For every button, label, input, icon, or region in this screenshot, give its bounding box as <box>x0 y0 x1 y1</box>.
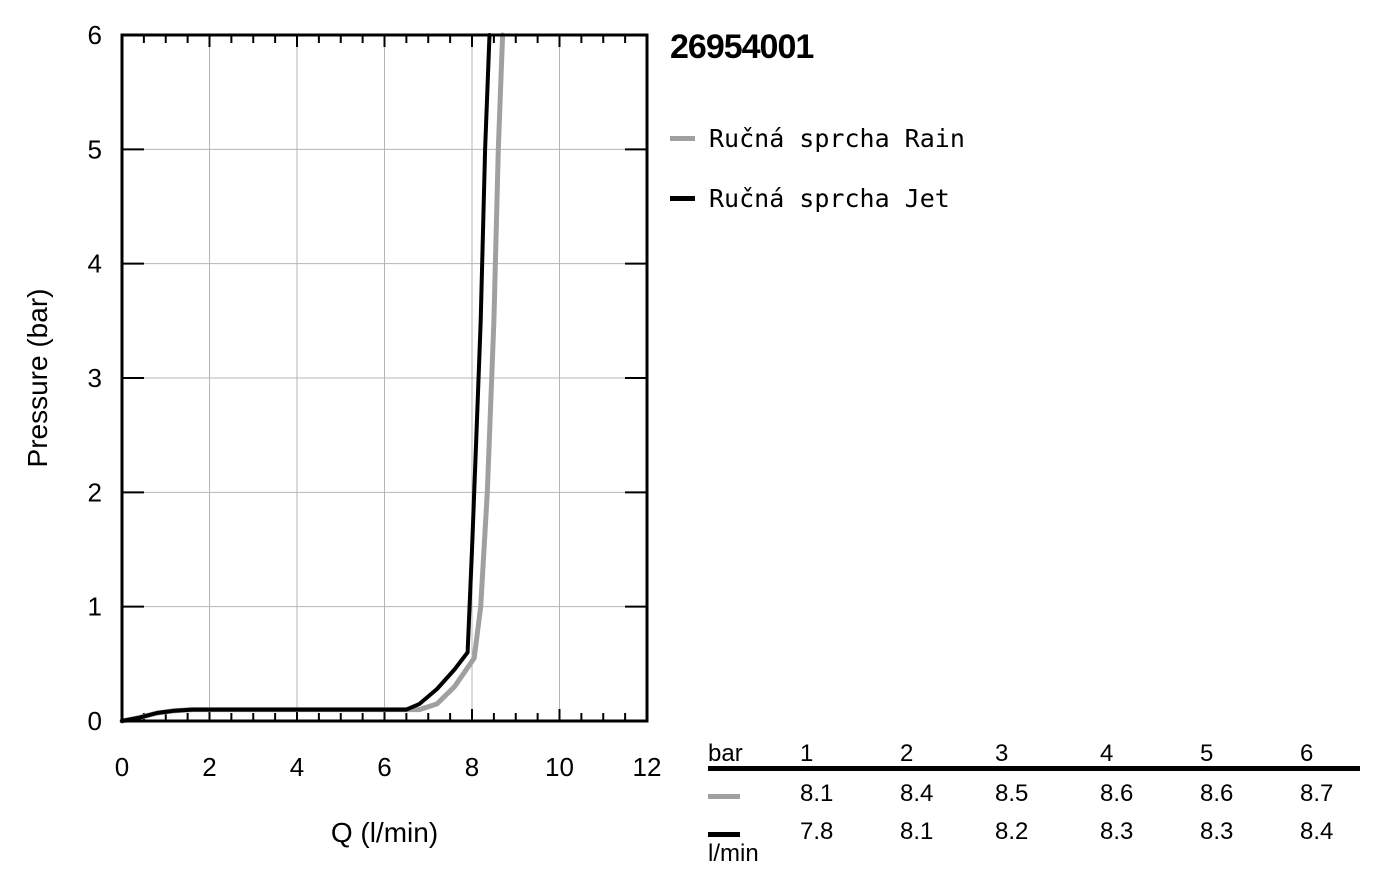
table-swatch-rain <box>708 794 740 799</box>
product-title: 26954001 <box>670 28 814 66</box>
grid <box>122 35 647 721</box>
table-cell: 8.4 <box>900 780 934 807</box>
x-tick-label: 12 <box>633 752 662 782</box>
y-tick-label: 3 <box>88 363 102 393</box>
table-row-rain: 8.1 8.4 8.5 8.6 8.6 8.7 <box>708 780 1360 818</box>
x-tick-label: 4 <box>290 752 304 782</box>
table-cell: 8.4 <box>1300 818 1334 845</box>
table-cell: 7.8 <box>800 818 834 845</box>
table-col-2: 2 <box>900 740 914 767</box>
table-swatch-jet <box>708 832 740 837</box>
legend-label-jet: Ručná sprcha Jet <box>709 183 950 213</box>
table-col-3: 3 <box>995 740 1009 767</box>
table-col-1: 1 <box>800 740 814 767</box>
legend-item-rain: Ručná sprcha Rain <box>670 108 965 168</box>
table-cell: 8.2 <box>995 818 1029 845</box>
y-tick-label: 0 <box>88 706 102 736</box>
table-cell: 8.6 <box>1200 780 1234 807</box>
x-tick-label: 2 <box>202 752 216 782</box>
y-tick-label: 1 <box>88 592 102 622</box>
table-cell: 8.3 <box>1200 818 1234 845</box>
legend-swatch-rain <box>670 135 695 141</box>
y-tick-label: 2 <box>88 477 102 507</box>
table-cell: 8.5 <box>995 780 1029 807</box>
flow-table: bar 1 2 3 4 5 6 8.1 8.4 8.5 8.6 8.6 8.7 … <box>708 740 1360 867</box>
y-tick-label: 5 <box>88 134 102 164</box>
x-tick-label: 6 <box>377 752 391 782</box>
series-lines <box>119 32 506 724</box>
plot-frame <box>120 33 649 723</box>
table-cell: 8.6 <box>1100 780 1134 807</box>
table-header-row: bar 1 2 3 4 5 6 <box>708 740 1360 771</box>
table-cell: 8.3 <box>1100 818 1134 845</box>
legend: Ručná sprcha Rain Ručná sprcha Jet <box>670 108 965 228</box>
table-col-6: 6 <box>1300 740 1314 767</box>
table-col-5: 5 <box>1200 740 1214 767</box>
legend-swatch-jet <box>670 195 695 201</box>
legend-item-jet: Ručná sprcha Jet <box>670 168 965 228</box>
table-cell: 8.7 <box>1300 780 1334 807</box>
y-axis-title: Pressure (bar) <box>22 289 53 468</box>
table-cell: 8.1 <box>900 818 934 845</box>
x-tick-label: 10 <box>545 752 574 782</box>
table-col-4: 4 <box>1100 740 1114 767</box>
x-axis-title: Q (l/min) <box>331 817 438 848</box>
table-cell: 8.1 <box>800 780 834 807</box>
legend-label-rain: Ručná sprcha Rain <box>709 123 965 153</box>
table-unit: l/min <box>708 840 759 867</box>
y-tick-label: 4 <box>88 249 102 279</box>
table-rule <box>708 766 1360 771</box>
y-tick-label: 6 <box>88 20 102 50</box>
x-tick-label: 0 <box>115 752 129 782</box>
x-tick-label: 8 <box>465 752 479 782</box>
table-row-jet: 7.8 8.1 8.2 8.3 8.3 8.4 <box>708 818 1360 856</box>
series-line-jet <box>120 33 492 723</box>
table-head-label: bar <box>708 740 743 767</box>
